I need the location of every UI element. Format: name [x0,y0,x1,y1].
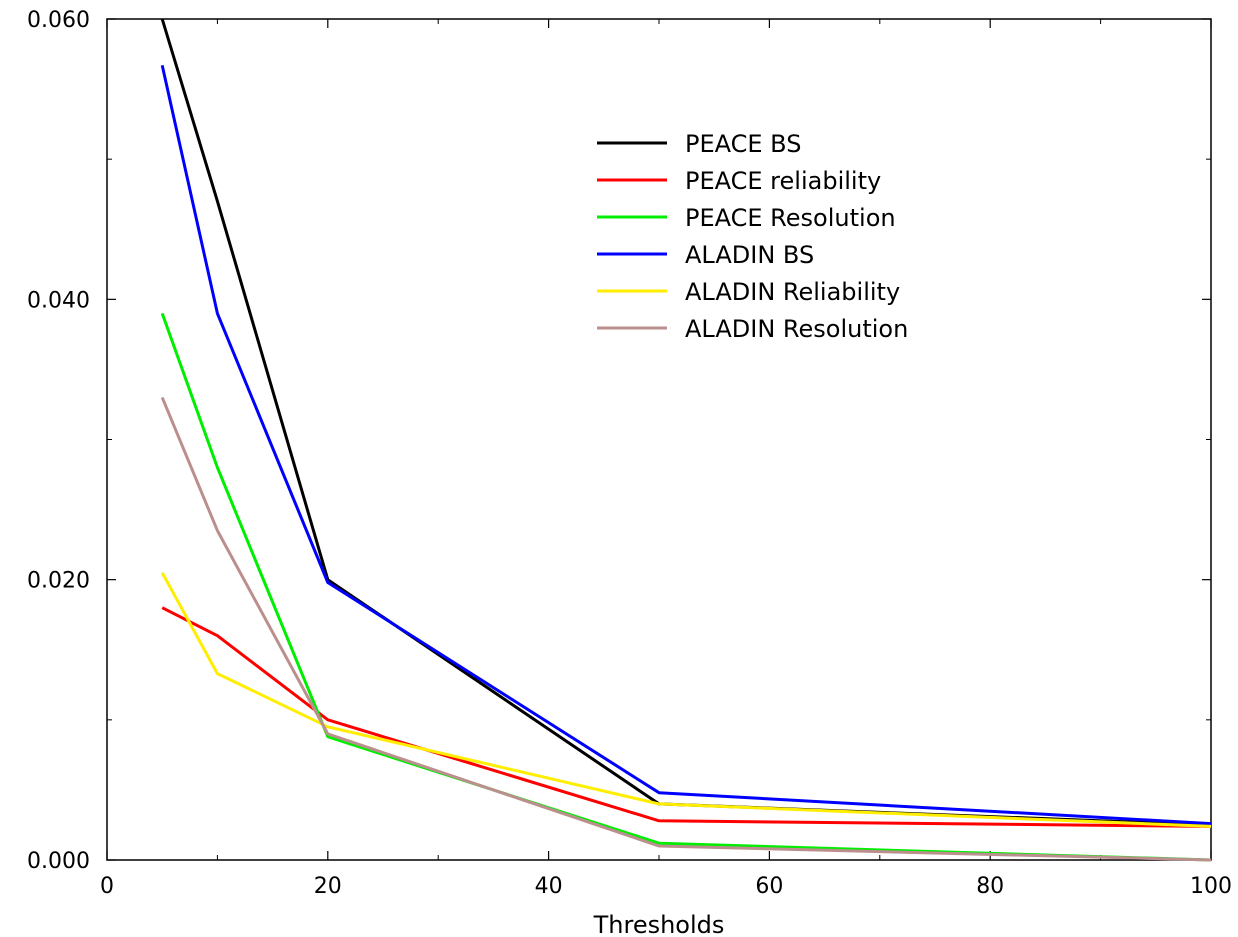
x-axis-title: Thresholds [593,911,725,937]
x-tick-label: 100 [1190,874,1232,899]
y-tick-label: 0.000 [27,849,90,874]
plot-frame [106,18,1212,861]
series-lines [160,18,1212,862]
legend-label-aladin-bs: ALADIN BS [685,241,814,269]
axis-ticks [106,18,1212,861]
x-tick-label: 60 [755,874,783,899]
legend-label-aladin-reliability: ALADIN Reliability [685,278,900,306]
legend-label-peace-resolution: PEACE Resolution [685,204,896,232]
legend-label-aladin-resolution: ALADIN Resolution [685,315,908,343]
legend: PEACE BS PEACE reliability PEACE Resolutio… [597,130,908,343]
x-tick-label: 0 [100,874,114,899]
legend-label-peace-reliability: PEACE reliability [685,167,881,195]
y-tick-label: 0.060 [27,8,90,33]
y-tick-label: 0.020 [27,569,90,594]
series-line-aladin-reliability [160,571,1212,828]
x-tick-label: 40 [535,874,563,899]
series-line-aladin-bs [160,64,1212,826]
x-tick-label: 80 [976,874,1004,899]
axis-tick-labels: 0 20 40 60 80 100 0.000 0.020 0.040 0.060 [27,8,1232,899]
legend-label-peace-bs: PEACE BS [685,130,801,158]
series-line-peace-reliability [161,606,1212,828]
series-line-peace-resolution [160,312,1212,862]
y-tick-label: 0.040 [27,288,90,313]
x-tick-label: 20 [314,874,342,899]
series-line-aladin-resolution [160,396,1212,862]
